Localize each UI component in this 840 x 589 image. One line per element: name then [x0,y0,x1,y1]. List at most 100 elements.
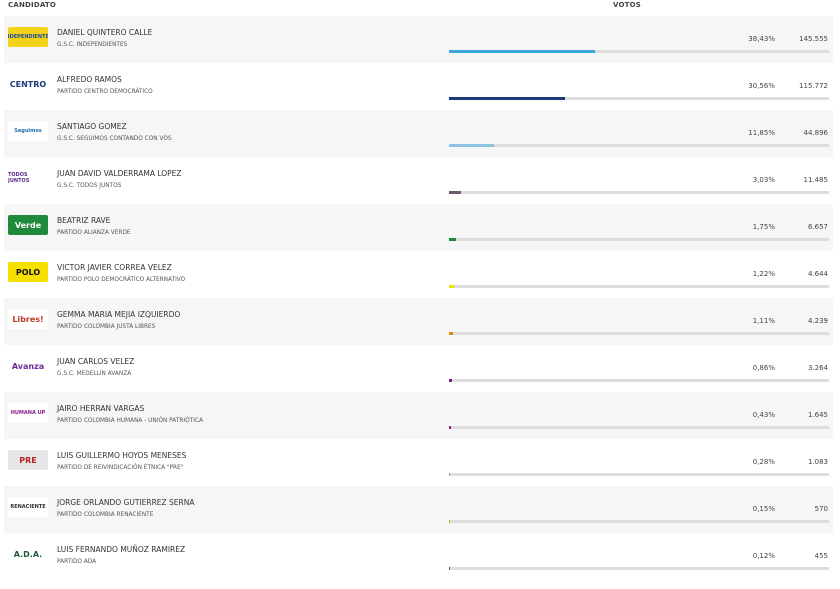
vote-bar-fill [449,285,454,288]
vote-percentage: 1,22% [752,270,775,278]
polo-logo-icon: POLO [8,262,48,282]
vote-bar-fill [449,520,450,523]
party-name: G.S.C. INDEPENDIENTES [57,42,128,48]
party-name: PARTIDO DE REIVINDICACIÓN ÉTNICA "PRE" [57,465,184,471]
candidate-name: SANTIAGO GOMEZ [57,122,127,131]
logo-text: RENACIENTE [10,504,46,510]
ada-logo-icon: A.D.A. [8,544,48,564]
candidate-row: Verde BEATRIZ RAVE PARTIDO ALIANZA VERDE… [4,204,833,251]
vote-percentage: 0,43% [752,411,775,419]
vote-bar-fill [449,332,454,335]
party-name: PARTIDO COLOMBIA JUSTA LIBRES [57,324,156,330]
vote-count: 3.264 [807,364,828,372]
logo-text: TODOS JUNTOS [8,172,30,184]
candidate-row: A.D.A. LUIS FERNANDO MUÑOZ RAMIREZ PARTI… [4,533,833,580]
logo-text: POLO [15,267,41,277]
vote-percentage: 1,11% [752,317,775,325]
alianza-verde-logo-icon: Verde [8,215,48,235]
vote-bar-fill [449,50,596,53]
results-list: INDEPENDIENTES DANIEL QUINTERO CALLE G.S… [4,16,833,580]
candidate-row: Avanza JUAN CARLOS VELEZ G.S.C. MEDELLÍN… [4,345,833,392]
candidate-name: DANIEL QUINTERO CALLE [57,28,153,37]
party-name: PARTIDO ADA [57,559,97,565]
vote-bar-track [449,567,829,570]
candidate-row: HUMANA UP JAIRO HERRAN VARGAS PARTIDO CO… [4,392,833,439]
vote-count: 115.772 [799,82,828,90]
medellin-avanza-logo-icon: Avanza [8,356,48,376]
votes-column-header: VOTOS [613,1,642,9]
party-name: PARTIDO POLO DEMOCRÁTICO ALTERNATIVO [57,277,186,283]
vote-percentage: 1,75% [752,223,775,231]
vote-count: 455 [814,552,828,560]
party-name: G.S.C. MEDELLÍN AVANZA [57,371,132,377]
candidate-name: GEMMA MARIA MEJIA IZQUIERDO [57,310,181,319]
candidate-column-header: CANDIDATO [8,1,57,9]
vote-bar-track [449,379,829,382]
candidate-name: LUIS GUILLERMO HOYOS MENESES [57,451,187,460]
vote-percentage: 0,28% [752,458,775,466]
party-name: PARTIDO COLOMBIA RENACIENTE [57,512,154,518]
vote-bar-track [449,238,829,241]
vote-bar-track [449,50,829,53]
vote-count: 44.896 [803,129,829,137]
vote-percentage: 38,43% [748,35,775,43]
candidate-name: JAIRO HERRAN VARGAS [57,404,145,413]
vote-bar-track [449,285,829,288]
vote-bar-track [449,473,829,476]
vote-bar-track [449,191,829,194]
party-name: PARTIDO ALIANZA VERDE [57,230,131,236]
logo-text: A.D.A. [13,549,43,559]
vote-count: 6.657 [807,223,828,231]
vote-count: 4.239 [807,317,828,325]
independientes-logo-icon: INDEPENDIENTES [8,27,48,47]
vote-bar-track [449,426,829,429]
centro-democratico-logo-icon: CENTRO [8,74,48,94]
vote-count: 1.645 [807,411,828,419]
candidate-name: ALFREDO RAMOS [57,75,122,84]
candidate-name: LUIS FERNANDO MUÑOZ RAMIREZ [57,545,186,554]
vote-bar-fill [449,379,453,382]
colombia-justa-libres-logo-icon: Libres! [8,309,48,329]
candidate-name: VICTOR JAVIER CORREA VELEZ [57,263,172,272]
logo-text: CENTRO [9,79,47,89]
vote-percentage: 0,86% [752,364,775,372]
vote-percentage: 11,85% [748,129,775,137]
vote-bar-fill [449,238,456,241]
vote-bar-fill [449,144,495,147]
vote-count: 1.083 [807,458,828,466]
candidate-row: Libres! GEMMA MARIA MEJIA IZQUIERDO PART… [4,298,833,345]
vote-count: 145.555 [799,35,828,43]
vote-count: 11.485 [803,176,829,184]
logo-text: PRE [19,455,37,465]
logo-text: Verde [14,220,42,230]
vote-bar-track [449,97,829,100]
party-name: G.S.C. SEGUIMOS CONTANDO CON VOS [57,136,172,142]
vote-bar-fill [449,191,461,194]
todos-juntos-logo-icon: TODOS JUNTOS [8,168,48,188]
candidate-row: POLO VICTOR JAVIER CORREA VELEZ PARTIDO … [4,251,833,298]
candidate-name: BEATRIZ RAVE [57,216,111,225]
vote-bar-track [449,332,829,335]
vote-percentage: 3,03% [752,176,775,184]
candidate-row: INDEPENDIENTES DANIEL QUINTERO CALLE G.S… [4,16,833,63]
logo-text: Libres! [12,314,44,324]
logo-text: HUMANA UP [10,410,46,416]
vote-bar-fill [449,426,451,429]
colombia-renaciente-logo-icon: RENACIENTE [8,497,48,517]
vote-bar-fill [449,473,451,476]
party-name: PARTIDO CENTRO DEMOCRÁTICO [57,89,153,95]
vote-percentage: 30,56% [748,82,775,90]
vote-percentage: 0,15% [752,505,775,513]
candidate-name: JUAN DAVID VALDERRAMA LOPEZ [57,169,182,178]
colombia-humana-logo-icon: HUMANA UP [8,403,48,423]
vote-percentage: 0,12% [752,552,775,560]
vote-count: 570 [814,505,828,513]
vote-bar-fill [449,567,450,570]
pre-logo-icon: PRE [8,450,48,470]
logo-text: Avanza [11,361,45,371]
candidate-row: Seguimos SANTIAGO GOMEZ G.S.C. SEGUIMOS … [4,110,833,157]
vote-bar-fill [449,97,566,100]
party-name: PARTIDO COLOMBIA HUMANA - UNIÓN PATRIÓTI… [57,418,203,424]
candidate-name: JORGE ORLANDO GUTIERREZ SERNA [57,498,195,507]
seguimos-logo-icon: Seguimos [8,121,48,141]
